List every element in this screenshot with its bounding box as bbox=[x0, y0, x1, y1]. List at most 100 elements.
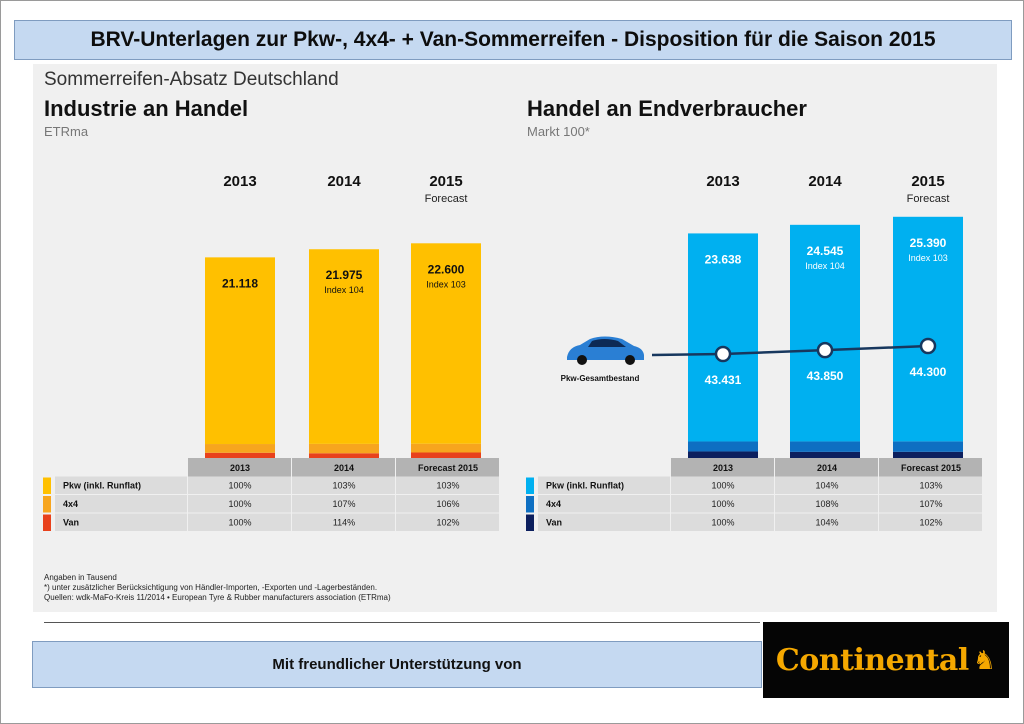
legend-label: Pkw (inkl. Runflat) bbox=[546, 481, 624, 491]
legend-label: Pkw (inkl. Runflat) bbox=[63, 481, 141, 491]
table-cell bbox=[671, 476, 774, 494]
index-label: Index 103 bbox=[426, 279, 466, 289]
table-value: 100% bbox=[711, 499, 734, 509]
trend-value-label: 43.431 bbox=[705, 373, 742, 387]
legend-label: 4x4 bbox=[546, 499, 561, 509]
legend-label: Van bbox=[546, 518, 562, 528]
table-value: 107% bbox=[919, 499, 942, 509]
car-window-icon bbox=[588, 339, 626, 347]
table-cell bbox=[188, 495, 291, 513]
index-label: Index 104 bbox=[324, 285, 364, 295]
trend-point bbox=[714, 345, 732, 363]
table-header-cell bbox=[671, 458, 774, 477]
bar-van bbox=[411, 452, 481, 458]
legend-swatch bbox=[43, 514, 51, 531]
total-label: 23.638 bbox=[705, 252, 742, 266]
legend-swatch bbox=[526, 514, 534, 531]
table-cell bbox=[879, 476, 982, 494]
table-value: 106% bbox=[436, 499, 459, 509]
legend-label: 4x4 bbox=[63, 499, 78, 509]
index-label: Index 103 bbox=[908, 253, 948, 263]
trend-point bbox=[816, 341, 834, 359]
bar-pkw bbox=[688, 233, 758, 442]
legend-cell bbox=[538, 495, 670, 513]
table-value: 102% bbox=[436, 518, 459, 528]
total-label: 25.390 bbox=[910, 236, 947, 250]
legend-swatch bbox=[43, 496, 51, 513]
right-chart-unit: Markt 100* bbox=[527, 124, 590, 139]
legend-cell bbox=[538, 476, 670, 494]
separator-line bbox=[44, 622, 760, 623]
table-header-cell bbox=[396, 458, 499, 477]
legend-cell bbox=[538, 513, 670, 531]
table-value: 100% bbox=[711, 518, 734, 528]
table-value: 114% bbox=[333, 518, 355, 528]
bar-pkw bbox=[893, 216, 963, 442]
trend-point bbox=[919, 337, 937, 355]
line-series-label: Pkw-Gesamtbestand bbox=[561, 374, 640, 383]
table-header-label: 2013 bbox=[230, 463, 250, 473]
table-value: 100% bbox=[711, 481, 734, 491]
table-cell bbox=[879, 495, 982, 513]
total-label: 24.545 bbox=[807, 244, 844, 258]
table-cell bbox=[188, 513, 291, 531]
bar-van bbox=[790, 451, 860, 458]
horse-icon: ♞ bbox=[972, 644, 997, 675]
table-header-cell bbox=[879, 458, 982, 477]
bar-van bbox=[205, 452, 275, 458]
table-cell bbox=[396, 476, 499, 494]
trend-line-lead bbox=[651, 352, 724, 357]
total-label: 21.118 bbox=[222, 276, 258, 290]
table-header-label: 2014 bbox=[817, 463, 837, 473]
table-header-cell bbox=[292, 458, 395, 477]
year-label: 2013 bbox=[706, 173, 739, 190]
table-header-label: 2013 bbox=[713, 463, 733, 473]
bar-pkw bbox=[790, 224, 860, 442]
bar-pkw bbox=[411, 243, 481, 444]
bar-pkw bbox=[205, 257, 275, 445]
continental-logo: Continental ♞ bbox=[763, 622, 1009, 698]
legend-cell bbox=[55, 476, 187, 494]
table-value: 104% bbox=[815, 481, 838, 491]
year-label: 2015 bbox=[911, 173, 944, 190]
page-title: BRV-Unterlagen zur Pkw-, 4x4- + Van-Somm… bbox=[90, 28, 936, 51]
table-value: 103% bbox=[332, 481, 355, 491]
legend-cell bbox=[55, 495, 187, 513]
year-label: 2013 bbox=[223, 173, 256, 190]
table-value: 108% bbox=[815, 499, 838, 509]
footnotes: Angaben in Tausend *) unter zusätzlicher… bbox=[44, 573, 391, 603]
bar-4x4 bbox=[309, 443, 379, 454]
legend-swatch bbox=[43, 477, 51, 494]
footnote-sources: Quellen: wdk-MaFo-Kreis 11/2014 • Europe… bbox=[44, 593, 391, 602]
left-chart-title: Industrie an Handel bbox=[44, 96, 249, 121]
total-label: 22.600 bbox=[428, 262, 465, 276]
bar-van bbox=[309, 453, 379, 458]
table-cell bbox=[671, 495, 774, 513]
bar-van bbox=[688, 451, 758, 458]
bar-4x4 bbox=[688, 441, 758, 452]
legend-label: Van bbox=[63, 518, 79, 528]
total-label: 21.975 bbox=[326, 268, 363, 282]
bar-4x4 bbox=[411, 443, 481, 453]
table-header-label: Forecast 2015 bbox=[418, 463, 478, 473]
car-wheel-icon bbox=[577, 355, 587, 365]
header-bar: BRV-Unterlagen zur Pkw-, 4x4- + Van-Somm… bbox=[14, 20, 1012, 60]
table-header-cell bbox=[188, 458, 291, 477]
trend-line-segment bbox=[824, 344, 929, 352]
table-value: 100% bbox=[228, 481, 251, 491]
sponsor-text: Mit freundlicher Unterstützung von bbox=[272, 656, 522, 673]
bar-4x4 bbox=[205, 444, 275, 453]
table-value: 104% bbox=[815, 518, 838, 528]
table-value: 103% bbox=[436, 481, 459, 491]
trend-value-label: 43.850 bbox=[807, 369, 844, 383]
car-icon bbox=[567, 336, 644, 360]
table-cell bbox=[671, 513, 774, 531]
car-wheel-icon bbox=[625, 355, 635, 365]
legend-swatch bbox=[526, 496, 534, 513]
table-value: 100% bbox=[228, 499, 251, 509]
chart-subtitle: Sommerreifen-Absatz Deutschland bbox=[44, 69, 339, 90]
year-label: 2014 bbox=[808, 173, 842, 190]
legend-cell bbox=[55, 513, 187, 531]
table-value: 100% bbox=[228, 518, 251, 528]
